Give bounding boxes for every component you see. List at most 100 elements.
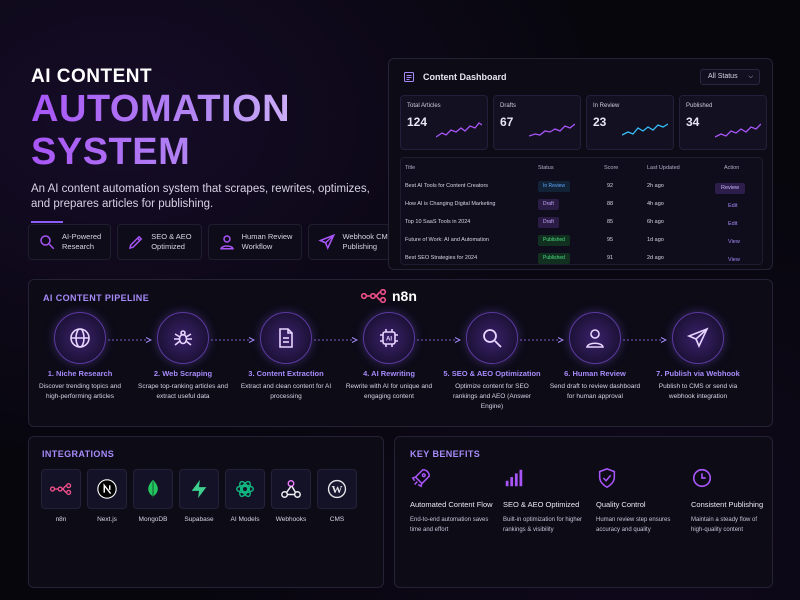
pipeline-step-publish: 7. Publish via Webhook Publish to CMS or… — [646, 312, 750, 402]
send-icon — [686, 327, 709, 348]
key-benefits-panel: KEY BENEFITS Automated Content Flow End-… — [394, 436, 773, 588]
spider-icon — [174, 330, 192, 346]
feature-line1: Webhook CMS — [342, 232, 393, 241]
step-description: Extract and clean content for AI process… — [240, 383, 332, 400]
stat-value: 67 — [500, 115, 514, 129]
score: 91 — [607, 255, 614, 261]
feature-line2: Research — [62, 242, 95, 251]
sparkline — [529, 123, 575, 137]
integration-name: Webhooks — [275, 516, 307, 523]
last-updated: 2d ago — [647, 255, 664, 261]
view-button[interactable]: View — [728, 239, 740, 245]
stat-label: Published — [686, 103, 713, 109]
article-title: Top 10 SaaS Tools in 2024 — [405, 219, 471, 225]
arrow-icon — [211, 337, 255, 343]
integration-name: CMS — [329, 516, 345, 523]
integration-n8n[interactable]: n8n — [41, 469, 81, 523]
step-title: 4. AI Rewriting — [363, 369, 415, 378]
pipeline-step-research: 1. Niche Research Discover trending topi… — [28, 312, 132, 402]
feature-line1: Human Review — [241, 232, 293, 241]
column-header: Title — [405, 165, 416, 171]
integrations-title: INTEGRATIONS — [42, 449, 115, 459]
article-title: Future of Work: AI and Automation — [405, 237, 489, 243]
pipeline-title: AI CONTENT PIPELINE — [43, 293, 150, 303]
status-badge: Published — [538, 235, 570, 246]
arrow-icon — [520, 337, 564, 343]
globe-icon — [70, 328, 90, 348]
integrations-panel: INTEGRATIONS n8n Next.js MongoDB Supabas… — [28, 436, 384, 588]
edit-button[interactable]: Edit — [728, 203, 738, 209]
feature-research: AI-Powered Research — [28, 224, 112, 260]
mongodb-icon — [148, 479, 158, 499]
stats-row: Total Articles 124 Drafts 67 In Review 2… — [400, 95, 767, 150]
column-header: Last Updated — [647, 165, 680, 171]
table-row[interactable]: Best SEO Strategies for 2024 Published 9… — [401, 250, 762, 268]
benefit-quality: Quality Control Human review step ensure… — [596, 467, 686, 535]
status-badge: Draft — [538, 199, 559, 210]
hero-divider — [31, 221, 63, 223]
column-header: Action — [724, 165, 740, 171]
arrow-icon — [108, 337, 152, 343]
column-header: Status — [538, 165, 554, 171]
status-badge: Published — [538, 253, 570, 264]
table-row[interactable]: Best AI Tools for Content Creators In Re… — [401, 178, 762, 196]
step-title: 3. Content Extraction — [248, 369, 324, 378]
benefit-description: Human review step ensures accuracy and q… — [596, 517, 671, 533]
last-updated: 1d ago — [647, 237, 664, 243]
feature-seo: SEO & AEO Optimized — [117, 224, 202, 260]
last-updated: 4h ago — [647, 201, 664, 207]
feature-line2: Workflow — [241, 242, 273, 251]
status-badge: Draft — [538, 217, 559, 228]
integration-cms[interactable]: W CMS — [317, 469, 357, 523]
view-button[interactable]: View — [728, 257, 740, 263]
benefit-consistent: Consistent Publishing Maintain a steady … — [691, 467, 767, 535]
pen-icon — [129, 235, 143, 250]
feature-line1: SEO & AEO — [151, 232, 192, 241]
hero: AI CONTENT AUTOMATION SYSTEM An AI conte… — [31, 66, 371, 223]
dashboard-title: Content Dashboard — [423, 72, 507, 82]
status-badge: In Review — [538, 181, 570, 192]
n8n-icon — [50, 482, 72, 496]
edit-button[interactable]: Edit — [728, 221, 738, 227]
dashboard-header: Content Dashboard — [403, 71, 507, 83]
stat-label: Total Articles — [407, 103, 441, 109]
step-description: Publish to CMS or send via webhook integ… — [658, 383, 738, 400]
document-icon — [404, 72, 414, 82]
integration-name: n8n — [55, 516, 67, 523]
stat-label: In Review — [593, 103, 620, 109]
review-button[interactable]: Review — [715, 183, 746, 194]
step-title: 7. Publish via Webhook — [656, 369, 740, 378]
table-row[interactable]: Future of Work: AI and Automation Publis… — [401, 232, 762, 250]
chevron-down-icon: ⌵ — [748, 74, 753, 80]
svg-text:AI: AI — [386, 337, 392, 343]
integration-mongodb[interactable]: MongoDB — [133, 469, 173, 523]
integration-webhooks[interactable]: Webhooks — [271, 469, 311, 523]
send-icon — [318, 233, 336, 250]
table-header: Title Status Score Last Updated Action — [401, 160, 762, 178]
search-icon — [40, 235, 55, 250]
integration-nextjs[interactable]: Next.js — [87, 469, 127, 523]
status-filter-select[interactable]: All Status ⌵ — [700, 69, 760, 85]
step-title: 5. SEO & AEO Optimization — [443, 369, 541, 378]
integration-supabase[interactable]: Supabase — [179, 469, 219, 523]
stat-total: Total Articles 124 — [400, 95, 488, 150]
table-row[interactable]: Top 10 SaaS Tools in 2024 Draft 85 6h ag… — [401, 214, 762, 232]
pipeline-step-extraction: 3. Content Extraction Extract and clean … — [234, 312, 338, 402]
table-row[interactable]: How AI is Changing Digital Marketing Dra… — [401, 196, 762, 214]
n8n-brand: n8n — [361, 288, 417, 304]
step-description: Scrape top-ranking articles and extract … — [138, 383, 228, 400]
integration-ai-models[interactable]: AI Models — [225, 469, 265, 523]
integration-name: Next.js — [97, 516, 117, 523]
stat-drafts: Drafts 67 — [493, 95, 581, 150]
stat-published: Published 34 — [679, 95, 767, 150]
feature-review: Human Review Workflow — [207, 224, 303, 260]
benefit-title: Quality Control — [596, 500, 646, 509]
benefit-automated: Automated Content Flow End-to-end automa… — [410, 467, 500, 535]
step-title: 6. Human Review — [564, 369, 626, 378]
stat-in-review: In Review 23 — [586, 95, 674, 150]
feature-line2: Publishing — [342, 242, 378, 251]
search-icon — [483, 329, 502, 348]
step-description: Optimize content for SEO rankings and AE… — [452, 383, 532, 410]
step-description: Discover trending topics and high-perfor… — [38, 383, 121, 400]
hero-title-line1: AUTOMATION — [31, 88, 371, 131]
